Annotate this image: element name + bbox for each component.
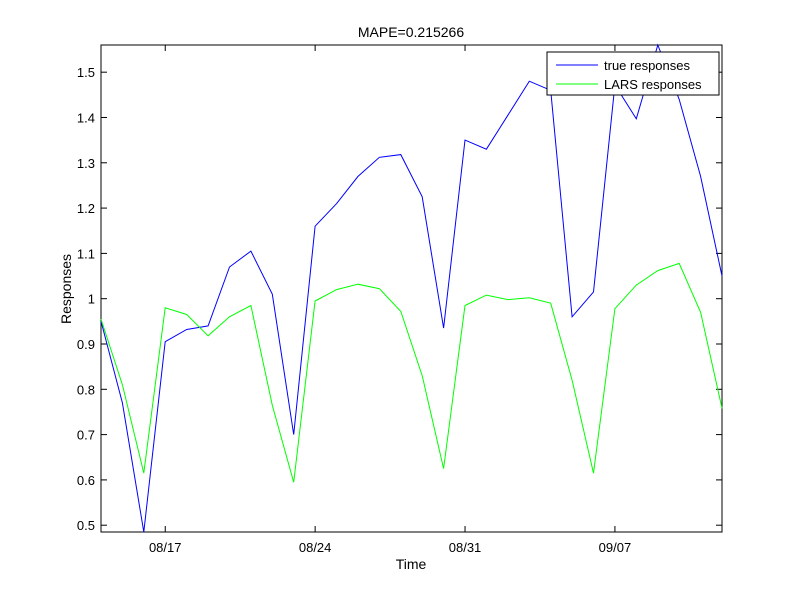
y-tick-label: 0.7 [77, 428, 95, 443]
y-tick-label: 1.5 [77, 65, 95, 80]
x-tick-label: 08/17 [149, 540, 182, 555]
y-tick-label: 0.9 [77, 337, 95, 352]
y-tick-label: 1.4 [77, 110, 95, 125]
y-tick-label: 1.1 [77, 246, 95, 261]
legend: true responses LARS responses [546, 51, 720, 96]
y-tick-label: 0.6 [77, 473, 95, 488]
y-axis-label: Responses [58, 254, 74, 324]
y-tick-label: 1 [88, 292, 95, 307]
series-line-lars-responses [100, 262, 723, 483]
legend-box [546, 51, 720, 96]
legend-label: LARS responses [604, 77, 702, 92]
y-tick-label: 0.5 [77, 518, 95, 533]
y-tick-label: 1.3 [77, 156, 95, 171]
x-tick-label: 08/31 [449, 540, 482, 555]
legend-label: true responses [604, 58, 690, 73]
x-axis-label: Time [396, 556, 427, 572]
x-tick-label: 08/24 [299, 540, 332, 555]
chart-title: MAPE=0.215266 [358, 24, 464, 40]
y-tick-label: 0.8 [77, 382, 95, 397]
x-tick-label: 09/07 [599, 540, 632, 555]
y-axis: 0.5 0.6 0.7 0.8 0.9 1 1.1 1.2 1.3 1.4 1.5 [77, 65, 722, 533]
plot-area [100, 44, 723, 533]
x-axis: 08/17 08/24 08/31 09/07 [149, 45, 631, 555]
y-tick-label: 1.2 [77, 201, 95, 216]
